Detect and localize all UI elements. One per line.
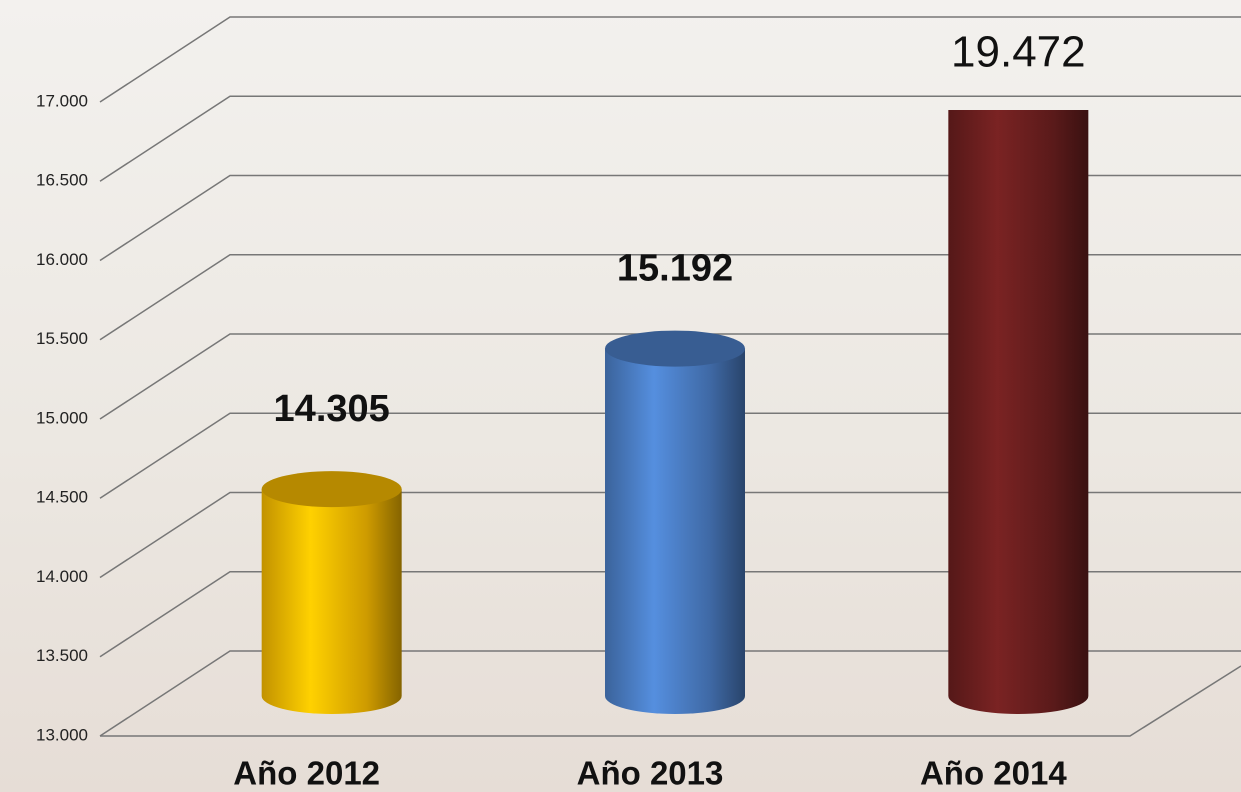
data-label: 15.192: [617, 248, 733, 290]
bar-cap: [262, 471, 402, 507]
bar: [262, 489, 402, 714]
y-tick-label: 17.000: [36, 91, 88, 110]
x-tick-label: Año 2013: [577, 755, 724, 792]
y-tick-label: 16.500: [36, 171, 88, 190]
y-tick-label: 13.000: [36, 725, 88, 744]
data-label: 19.472: [951, 28, 1086, 77]
data-label: 14.305: [274, 388, 390, 430]
y-tick-label: 14.500: [36, 488, 88, 507]
y-tick-label: 14.000: [36, 567, 88, 586]
chart: 13.000 13.500 14.000 14.500 15.000 15.500 16.0…: [0, 0, 1241, 792]
y-tick-label: 13.500: [36, 646, 88, 665]
bar-cap: [605, 331, 745, 367]
y-tick-label: 15.000: [36, 408, 88, 427]
x-tick-label: Año 2012: [233, 755, 380, 792]
x-tick-label: Año 2014: [920, 755, 1067, 792]
y-tick-label: 15.500: [36, 329, 88, 348]
y-tick-label: 16.000: [36, 250, 88, 269]
bar: [605, 349, 745, 714]
